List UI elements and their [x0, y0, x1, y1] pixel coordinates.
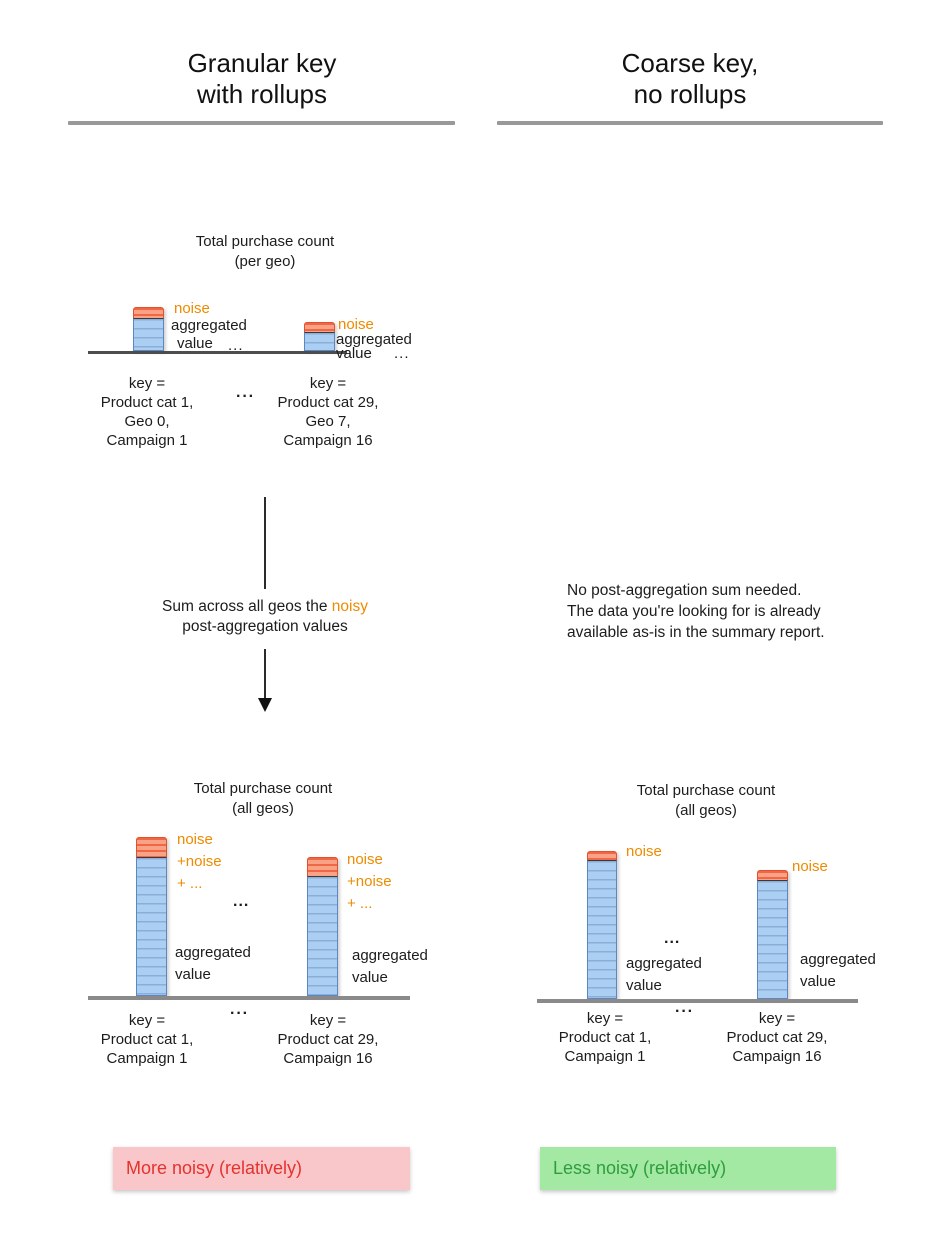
- arrow-upper-segment: [264, 497, 266, 589]
- aggregated-label: aggregated: [175, 944, 251, 961]
- top-left-chart-title: Total purchase count (per geo): [165, 232, 365, 272]
- coarse-bar-2: [757, 870, 788, 999]
- coarse-axis-line: [537, 999, 858, 1003]
- right-header-underline: [497, 121, 883, 125]
- more-noisy-badge-label: More noisy (relatively): [126, 1158, 303, 1178]
- per-geo-key-1: key = Product cat 1, Geo 0, Campaign 1: [100, 375, 194, 449]
- aggregated-label: aggregated: [336, 331, 412, 348]
- coarse-key-1: key = Product cat 1, Campaign 1: [558, 1010, 652, 1065]
- plus-noise-label: +noise: [347, 873, 392, 890]
- plus-more-label: + ...: [177, 875, 203, 892]
- noise-band: [587, 851, 617, 860]
- value-label: value: [626, 977, 662, 994]
- rollup-bar-1: [136, 837, 167, 996]
- coarse-bar-1: [587, 851, 617, 999]
- sum-label-line2: post-aggregation values: [182, 618, 348, 635]
- keys-ellipsis: ···: [230, 1005, 249, 1022]
- noise-label: noise: [338, 316, 374, 333]
- top-left-title-line1: Total purchase count: [195, 233, 335, 250]
- rollup-axis-line: [88, 996, 410, 1000]
- noise-label: noise: [177, 831, 213, 848]
- rollup-key-1: key = Product cat 1, Campaign 1: [100, 1012, 194, 1067]
- top-left-title-line2: (per geo): [234, 253, 296, 270]
- noise-label: noise: [626, 843, 662, 860]
- left-header-line1: Granular key: [187, 48, 337, 78]
- arrow-lower-segment: [264, 649, 266, 699]
- less-noisy-badge: Less noisy (relatively): [540, 1147, 836, 1190]
- keys-ellipsis: ···: [236, 388, 255, 405]
- rollup-key-2: key = Product cat 29, Campaign 16: [277, 1012, 379, 1067]
- right-header-line2: no rollups: [633, 79, 747, 109]
- bottom-right-chart-title: Total purchase count (all geos): [636, 782, 776, 819]
- per-geo-key-2: key = Product cat 29, Geo 7, Campaign 16: [277, 375, 379, 449]
- aggregated-label: aggregated: [626, 955, 702, 972]
- plus-more-label: + ...: [347, 895, 373, 912]
- left-header-underline: [68, 121, 455, 125]
- aggregated-value-bar: [587, 860, 617, 999]
- ellipsis: ...: [394, 345, 410, 362]
- less-noisy-badge-label: Less noisy (relatively): [553, 1158, 727, 1178]
- value-label: value: [800, 973, 836, 990]
- noise-band: [133, 307, 164, 318]
- noise-band: [136, 837, 167, 857]
- noise-label: noise: [174, 300, 210, 317]
- aggregated-label: aggregated: [800, 951, 876, 968]
- noise-label: noise: [792, 858, 828, 875]
- aggregated-value-bar: [307, 876, 338, 996]
- more-noisy-badge: More noisy (relatively): [113, 1147, 410, 1190]
- noise-band: [307, 857, 338, 876]
- aggregated-value-bar: [757, 880, 788, 999]
- right-column-header: Coarse key, no rollups: [540, 48, 840, 110]
- left-header-line2: with rollups: [196, 79, 328, 109]
- value-label: value: [175, 966, 211, 983]
- left-column-header: Granular key with rollups: [112, 48, 412, 110]
- plus-noise-label: +noise: [177, 853, 222, 870]
- value-label: value: [336, 345, 372, 362]
- coarse-key-2: key = Product cat 29, Campaign 16: [726, 1010, 828, 1065]
- arrow-head-icon: [258, 698, 272, 712]
- value-label: value: [352, 969, 388, 986]
- noise-label: noise: [347, 851, 383, 868]
- keys-ellipsis: ···: [675, 1003, 694, 1020]
- ellipsis: ...: [228, 337, 244, 354]
- sum-step-label: Sum across all geos the noisy post-aggre…: [115, 597, 415, 637]
- aggregated-value-bar: [304, 332, 335, 351]
- sum-label-noisy: noisy: [331, 598, 368, 615]
- per-geo-bar-1: [133, 307, 164, 351]
- sum-label-prefix: Sum across all geos the: [162, 598, 332, 615]
- noise-band: [304, 322, 335, 332]
- aggregated-label: aggregated: [352, 947, 428, 964]
- bottom-left-chart-title: Total purchase count (all geos): [193, 780, 333, 817]
- aggregated-value-bar: [136, 857, 167, 996]
- per-geo-axis-line: [88, 351, 347, 354]
- per-geo-bar-2: [304, 322, 335, 351]
- bars-ellipsis: ...: [664, 930, 681, 947]
- noise-band: [757, 870, 788, 880]
- right-header-line1: Coarse key,: [621, 48, 759, 78]
- bars-ellipsis: ...: [233, 893, 250, 910]
- value-label: value: [177, 335, 213, 352]
- aggregated-value-bar: [133, 318, 164, 351]
- aggregated-label: aggregated: [171, 317, 247, 334]
- rollup-bar-2: [307, 857, 338, 996]
- no-sum-note: No post-aggregation sum needed. The data…: [567, 582, 825, 641]
